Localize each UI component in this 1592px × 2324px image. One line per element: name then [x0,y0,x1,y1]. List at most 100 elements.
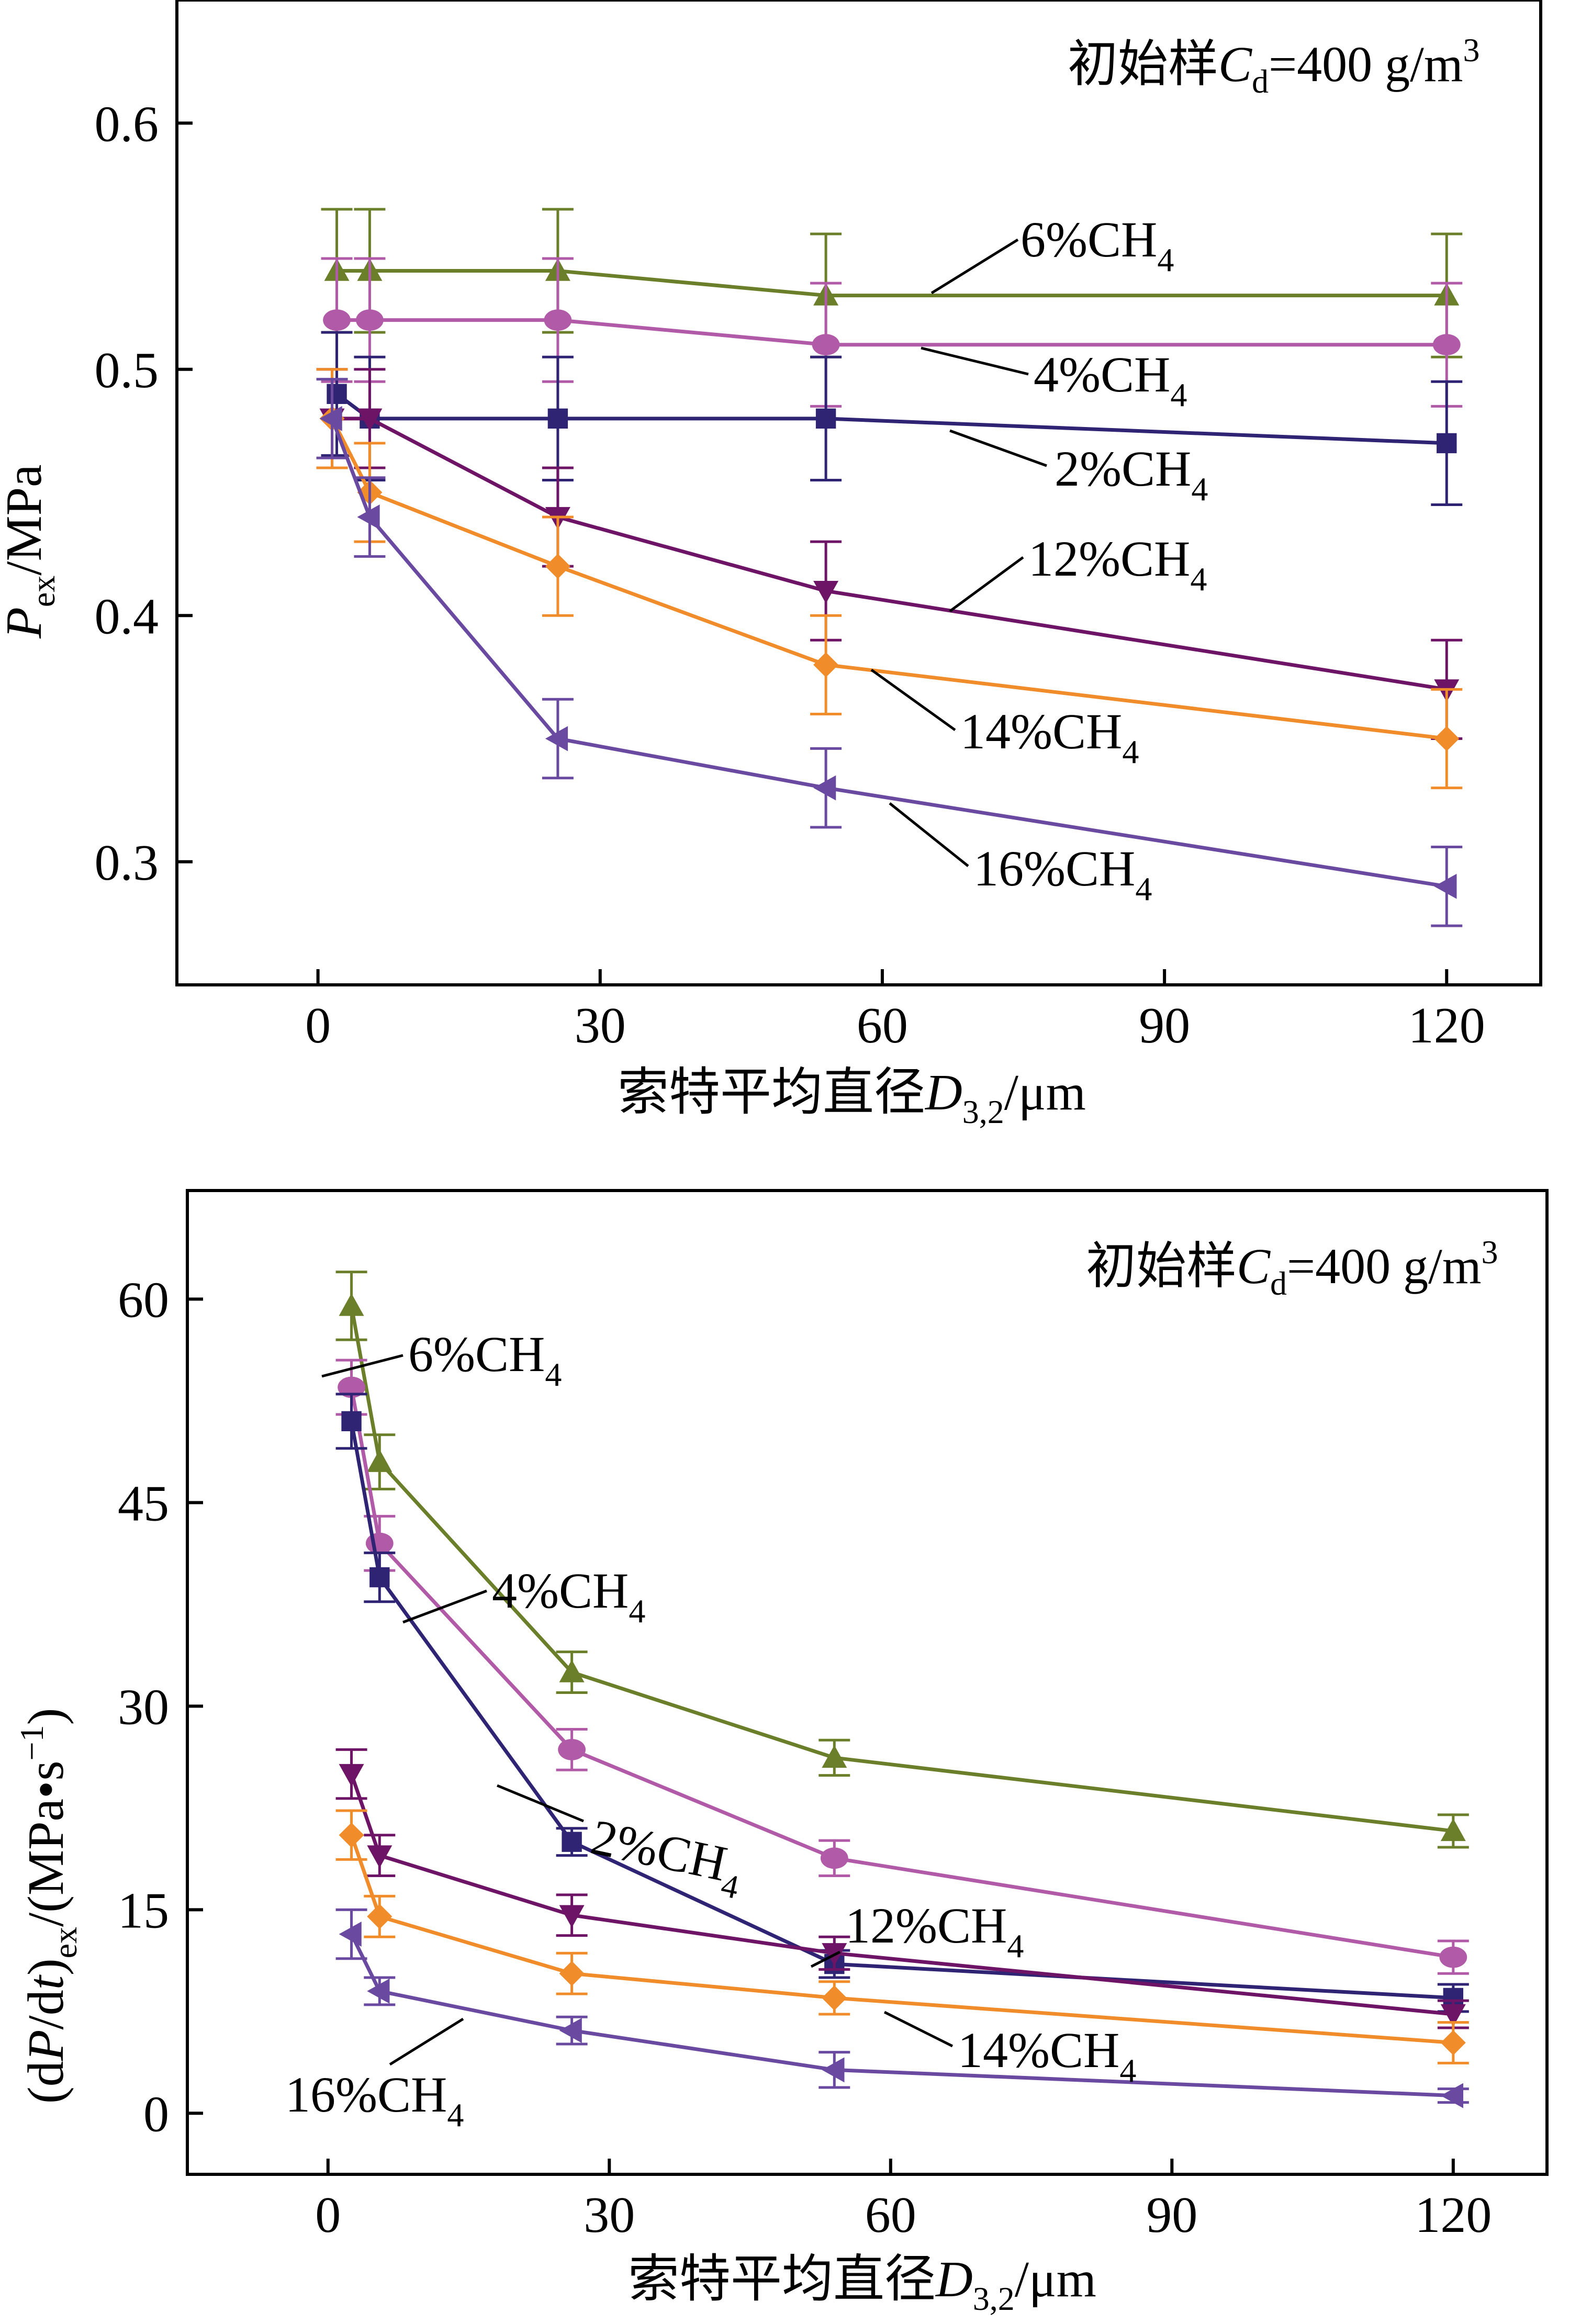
pressure-data-point [1437,433,1457,454]
pressure-label-16ch4: 16%CH4 [973,840,1152,907]
rate-data-point [339,1764,364,1787]
pressure-y-tick-label: 0.5 [95,342,159,399]
rate-y-tick-label: 0 [143,2086,169,2142]
pressure-series-16pct-ch4 [316,378,1463,927]
pressure-x-tick-label: 120 [1408,997,1485,1054]
rate-y-tick-label: 30 [118,1679,169,1735]
rate-x-tick-label: 30 [584,2187,635,2243]
rate-data-point [1440,1818,1466,1842]
pressure-data-point [813,581,839,604]
pressure-y-tick-label: 0.4 [95,588,159,645]
rate-data-point [339,1922,362,1947]
pressure-data-point [813,652,839,678]
rate-plot-frame [186,1189,1549,2176]
pressure-label-4ch4: 4%CH4 [1034,346,1187,413]
pressure-data-point [1432,334,1461,356]
rate-data-point [338,1376,365,1398]
pressure-plot-frame [175,0,1542,986]
pressure-data-point [545,726,568,751]
pressure-y-tick-label: 0.3 [95,835,159,891]
pressure-chart-panel: 0 30 60 90 120 0.3 0.4 0.5 0.6 6%CH4 4%CH4 2%CH4… [0,0,1542,1130]
pressure-data-point [544,309,572,331]
rate-series-labels: 6%CH4 4%CH4 2%CH4 12%CH4 14%CH4 16%CH4 [285,1326,1136,2134]
pressure-data-point [1434,726,1460,751]
pressure-data-point [357,504,380,530]
rate-data-point [559,1659,585,1682]
rate-data-point [1440,2004,1466,2027]
pressure-data-point [545,554,570,579]
rate-data-point [820,1847,848,1869]
rate-y-tick-label: 45 [118,1475,169,1532]
rate-x-tick-label: 90 [1146,2187,1197,2243]
rate-label-4ch4: 4%CH4 [492,1563,645,1630]
rate-data-point [367,1449,393,1472]
rate-data-point [562,1832,582,1852]
pressure-data-point [319,406,342,431]
pressure-label-6ch4: 6%CH4 [1021,211,1174,278]
pressure-data-point [815,408,836,429]
rate-data-point [559,1961,585,1986]
rate-data-point [367,1904,393,1929]
rate-series-12pct-ch4 [335,1748,1469,2029]
rate-data-point [822,1985,847,2011]
rate-x-tick-label: 120 [1415,2187,1492,2243]
pressure-x-tick-label: 60 [857,997,908,1054]
rate-data-point [1440,2083,1464,2108]
rate-data-point [365,1532,394,1554]
rate-label-14ch4: 14%CH4 [958,2022,1136,2089]
pressure-x-axis-title: 索特平均直径D3,2/μm [618,1064,1086,1130]
rate-data-point [558,1738,586,1760]
pressure-label-14ch4: 14%CH4 [960,703,1139,770]
pressure-data-point [547,408,568,429]
pressure-data-point [812,334,840,356]
rate-data-point [339,1293,364,1316]
rate-data-point [367,1978,390,2004]
rate-series-14pct-ch4 [335,1809,1469,2064]
pressure-label-12ch4: 12%CH4 [1028,531,1207,598]
rate-series-16pct-ch4 [335,1908,1469,2108]
rate-data-point [341,1411,362,1432]
pressure-annotation: 初始样Cd=400 g/m3 [1068,31,1480,100]
pressure-tick-layer: 0 30 60 90 120 0.3 0.4 0.5 0.6 [95,96,1485,1054]
rate-data-point [1440,2030,1466,2056]
pressure-x-tick-label: 90 [1139,997,1190,1054]
pressure-y-tick-label: 0.6 [95,96,159,152]
rate-label-leaders [321,1354,954,2066]
rate-tick-layer: 0 30 60 90 120 0 15 30 45 60 [118,1272,1492,2243]
pressure-y-axis-title: Pex/MPa [0,464,62,639]
pressure-data-point [356,309,384,331]
rate-series-layer [335,1271,1469,2108]
rate-data-point [1439,1946,1467,1968]
rate-label-6ch4: 6%CH4 [408,1326,562,1393]
rate-x-axis-title: 索特平均直径D3,2/μm [628,2251,1096,2317]
pressure-data-point [1434,873,1457,899]
rate-annotation: 初始样Cd=400 g/m3 [1086,1233,1498,1302]
rate-y-axis-title: (dP/dt)ex/(MPa•s−1) [13,1708,84,2104]
rate-x-tick-label: 60 [865,2187,916,2243]
rate-x-tick-label: 0 [315,2187,341,2243]
rate-data-point [822,2057,845,2083]
rate-data-point [367,1845,393,1868]
pressure-data-point [357,408,383,431]
rate-y-tick-label: 15 [118,1882,169,1939]
rate-data-point [559,2018,582,2044]
pressure-label-2ch4: 2%CH4 [1055,441,1208,508]
rate-label-16ch4: 16%CH4 [285,2067,464,2134]
rate-data-point [1443,1988,1464,2008]
pressure-series-labels: 6%CH4 4%CH4 2%CH4 12%CH4 14%CH4 16%CH4 [960,211,1208,907]
rate-y-tick-label: 60 [118,1272,169,1328]
rate-data-point [559,1905,585,1928]
pressure-series-layer [316,208,1463,927]
rate-data-point [339,1822,364,1848]
pressure-data-point [813,775,836,801]
pressure-rise-rate-chart-panel: 0 30 60 90 120 0 15 30 45 60 6%CH4 4%CH4 2%CH4 12… [13,1189,1549,2317]
pressure-data-point [327,384,347,404]
rate-data-point [822,1745,847,1768]
rate-data-point [369,1567,390,1588]
pressure-data-point [323,309,351,331]
rate-series-6pct-ch4 [335,1271,1469,1849]
rate-label-12ch4: 12%CH4 [845,1898,1024,1964]
pressure-label-leaders [870,238,1047,867]
pressure-x-tick-label: 0 [305,997,331,1054]
